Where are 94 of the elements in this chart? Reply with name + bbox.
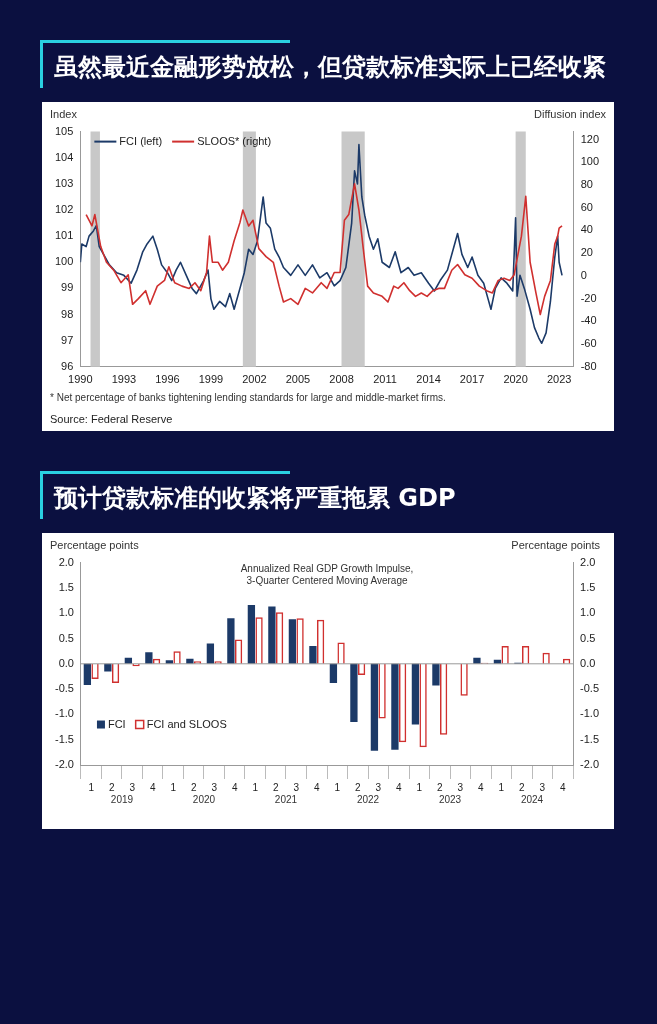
y2-tick-label: 80 — [580, 178, 593, 191]
y2-tick-label: -20 — [580, 291, 597, 304]
y-tick-label: 1.5 — [58, 580, 74, 593]
x-tick-label: 4 — [313, 781, 320, 793]
text: 2024 — [520, 793, 544, 805]
x-tick-label: 2 — [190, 781, 197, 793]
y2-tick-label: -0.5 — [580, 682, 600, 695]
y2-tick-label: 120 — [580, 132, 600, 145]
x-tick-label: 2 — [108, 781, 115, 793]
legend-label: SLOOS* (right) — [197, 134, 272, 147]
y2-axis-title: Percentage points — [511, 539, 600, 553]
y2-tick-label: -2.0 — [580, 758, 600, 771]
y-tick-label: -2.0 — [54, 758, 74, 771]
y-axis-title: Percentage points — [50, 539, 139, 553]
y-tick-label: 103 — [54, 176, 74, 189]
x-tick-label: 2023 — [546, 373, 572, 386]
x-tick-label: 4 — [560, 781, 567, 793]
y-tick-label: 100 — [54, 255, 74, 268]
legend-label: FCI (left) — [119, 134, 163, 147]
x-tick-label: 1993 — [111, 373, 137, 386]
x-tick-label: 2 — [272, 781, 279, 793]
x-tick-label: 2 — [354, 781, 361, 793]
x-tick-label: 1 — [498, 781, 505, 793]
x-tick-label: 2017 — [459, 373, 485, 386]
y2-tick-label: 0 — [580, 268, 587, 281]
text: * Net percentage of banks tightening lending standards for large and middle-market firms. — [50, 392, 447, 403]
x-tick-label: 1 — [88, 781, 95, 793]
x-tick-label: 2 — [519, 781, 525, 793]
x-tick-label: 4 — [478, 781, 484, 793]
x-tick-label: 2002 — [242, 373, 267, 386]
x-tick-label: 1 — [416, 781, 423, 793]
y2-tick-label: 0.5 — [580, 631, 596, 644]
y-tick-label: 0.5 — [58, 631, 74, 644]
x-tick-label: 2 — [436, 781, 443, 793]
x-tick-label: 3 — [129, 781, 136, 793]
x-tick-label: 3 — [211, 781, 218, 793]
y2-tick-label: -80 — [580, 359, 597, 372]
legend-label: FCI — [107, 717, 126, 730]
y2-tick-label: 40 — [580, 223, 593, 236]
x-tick-label: 2008 — [329, 373, 354, 386]
y-tick-label: 97 — [61, 333, 74, 346]
y-tick-label: 101 — [54, 229, 74, 242]
y-tick-label: 105 — [54, 124, 74, 137]
y-tick-label: 0.0 — [58, 656, 74, 669]
x-tick-label: 3 — [293, 781, 300, 793]
y-tick-label: 98 — [61, 307, 74, 320]
x-tick-label: 1990 — [68, 373, 93, 386]
y2-tick-label: -40 — [580, 314, 597, 327]
y-tick-label: 102 — [54, 203, 74, 216]
y-axis-title: Index — [50, 108, 77, 122]
y-tick-label: -1.5 — [54, 732, 74, 745]
x-tick-label: 1999 — [198, 373, 224, 386]
y2-tick-label: 1.5 — [580, 580, 596, 593]
y2-tick-label: 2.0 — [580, 555, 596, 568]
text: 2022 — [356, 793, 380, 805]
chart-title: 虽然最近金融形势放松，但贷款标准实际上已经收紧 — [54, 53, 606, 81]
y-tick-label: 104 — [54, 150, 74, 163]
x-tick-label: 4 — [231, 781, 238, 793]
x-tick-label: 1 — [170, 781, 177, 793]
x-tick-label: 2020 — [503, 373, 528, 386]
y2-axis-title: Diffusion index — [534, 108, 606, 122]
y-tick-label: -0.5 — [54, 682, 74, 695]
text: 2020 — [192, 793, 216, 805]
source-note: Source: Federal Reserve — [50, 413, 174, 425]
x-tick-label: 2014 — [416, 373, 441, 386]
text: 2021 — [274, 793, 298, 805]
x-tick-label: 2005 — [285, 373, 311, 386]
y2-tick-label: 0.0 — [580, 656, 596, 669]
chart-title: 预计贷款标准的收紧将严重拖累 GDP — [54, 484, 456, 512]
x-tick-label: 2011 — [373, 373, 397, 386]
y2-tick-label: 1.0 — [580, 606, 596, 619]
y2-tick-label: 100 — [580, 155, 600, 168]
x-tick-label: 1 — [334, 781, 341, 793]
y2-tick-label: 20 — [580, 246, 593, 259]
x-tick-label: 4 — [395, 781, 402, 793]
y2-tick-label: -1.0 — [580, 707, 600, 720]
x-tick-label: 4 — [149, 781, 156, 793]
text: 2023 — [438, 793, 462, 805]
x-tick-label: 1996 — [155, 373, 180, 386]
x-tick-label: 3 — [375, 781, 382, 793]
y2-tick-label: -1.5 — [580, 732, 600, 745]
x-tick-label: 3 — [457, 781, 464, 793]
legend-label: FCI and SLOOS — [146, 717, 227, 730]
y2-tick-label: 60 — [580, 200, 593, 213]
x-tick-label: 1 — [252, 781, 259, 793]
y-tick-label: -1.0 — [54, 707, 74, 720]
y2-tick-label: -60 — [580, 337, 597, 350]
x-tick-label: 3 — [539, 781, 546, 793]
text: Annualized Real GDP Growth Impulse, 3-Quarter Centered Moving Average — [240, 563, 414, 587]
y-tick-label: 99 — [61, 281, 74, 294]
text: 2019 — [110, 793, 134, 805]
y-tick-label: 96 — [61, 359, 74, 372]
y-tick-label: 2.0 — [58, 555, 74, 568]
y-tick-label: 1.0 — [58, 606, 74, 619]
